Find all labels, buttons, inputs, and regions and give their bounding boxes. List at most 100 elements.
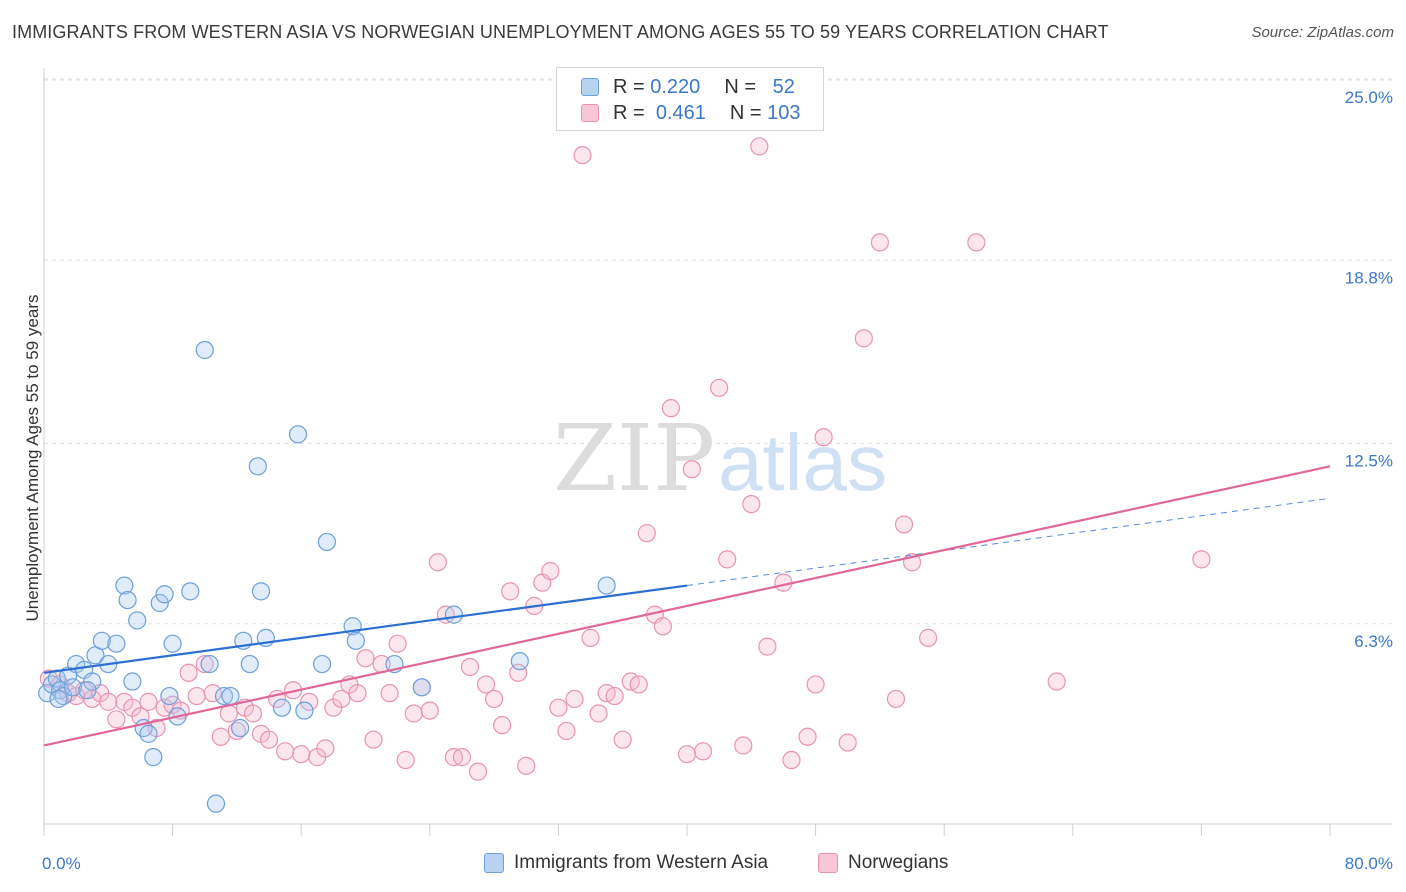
legend-r-value: 0.461: [655, 101, 706, 124]
trend-line-western-asia: [43, 584, 688, 674]
data-point-western-asia: [597, 576, 616, 595]
legend-n-label: N =: [724, 75, 756, 98]
data-point-norwegians: [798, 727, 817, 746]
data-point-norwegians: [476, 675, 496, 694]
data-point-norwegians: [493, 716, 512, 735]
data-point-western-asia: [248, 457, 267, 476]
trend-line-norwegians: [43, 465, 1331, 747]
data-point-norwegians: [838, 733, 857, 752]
data-point-norwegians: [396, 750, 415, 770]
data-point-norwegians: [557, 721, 576, 741]
legend-label-western-asia: Immigrants from Western Asia: [514, 852, 769, 873]
data-point-norwegians: [814, 428, 833, 447]
legend-swatch-pink: [818, 853, 838, 873]
legend-swatch-blue: [581, 78, 599, 96]
data-point-western-asia: [240, 654, 259, 674]
data-point-norwegians: [919, 628, 938, 647]
data-point-western-asia: [107, 634, 126, 653]
data-point-norwegians: [364, 730, 383, 749]
data-point-norwegians: [682, 460, 701, 479]
y-tick-label: 6.3%: [1354, 632, 1393, 651]
data-point-norwegians: [661, 399, 681, 418]
data-point-norwegians: [734, 736, 753, 755]
data-point-western-asia: [118, 590, 137, 610]
series-norwegians-points: [39, 137, 1211, 781]
data-point-western-asia: [128, 611, 147, 630]
data-point-western-asia: [346, 631, 365, 650]
data-point-norwegians: [300, 692, 319, 711]
data-point-western-asia: [412, 678, 431, 697]
legend-n-value: 103: [767, 101, 801, 124]
legend-r-value: 0.220: [650, 75, 701, 98]
data-point-western-asia: [144, 748, 163, 767]
data-point-western-asia: [206, 794, 226, 813]
data-point-norwegians: [356, 649, 375, 668]
legend-n-label: N =: [729, 101, 762, 124]
data-point-norwegians: [195, 654, 214, 674]
data-point-western-asia: [83, 672, 102, 691]
data-point-western-asia: [231, 718, 250, 738]
data-point-western-asia: [444, 605, 464, 624]
data-point-norwegians: [886, 689, 906, 709]
data-point-norwegians: [1192, 550, 1211, 569]
watermark-atlas: atlas: [718, 418, 887, 507]
legend-item-norwegians: Norwegians: [818, 852, 948, 874]
data-point-western-asia: [200, 654, 219, 674]
data-point-western-asia: [510, 652, 529, 671]
data-point-norwegians: [750, 137, 769, 156]
correlation-legend: R = 0.220 N = 52 R = 0.461 N = 103: [556, 67, 824, 131]
data-point-western-asia: [92, 631, 111, 650]
trend-lines: [43, 465, 1331, 747]
data-point-norwegians: [243, 704, 263, 723]
data-point-norwegians: [452, 748, 472, 767]
data-point-norwegians: [203, 684, 222, 703]
legend-label-norwegians: Norwegians: [848, 852, 949, 873]
data-point-norwegians: [541, 561, 560, 581]
data-point-norwegians: [139, 692, 158, 711]
data-point-norwegians: [420, 701, 439, 720]
watermark-zip: ZIP: [553, 405, 715, 512]
data-point-norwegians: [637, 524, 656, 543]
data-point-norwegians: [870, 233, 890, 252]
data-point-western-asia: [317, 532, 337, 552]
data-point-norwegians: [517, 756, 536, 775]
legend-r-label: R =: [613, 75, 645, 98]
data-point-norwegians: [782, 750, 801, 770]
data-point-norwegians: [806, 675, 825, 694]
data-point-western-asia: [123, 672, 142, 691]
data-point-norwegians: [605, 686, 624, 706]
data-point-western-asia: [214, 686, 234, 706]
data-point-western-asia: [139, 724, 158, 743]
data-point-norwegians: [468, 762, 488, 781]
data-point-western-asia: [195, 340, 214, 360]
data-point-norwegians: [187, 686, 206, 706]
data-point-norwegians: [613, 730, 632, 749]
data-point-norwegians: [404, 704, 423, 723]
data-point-western-asia: [78, 681, 97, 700]
series-legend: Immigrants from Western Asia Norwegians: [0, 852, 1406, 878]
tick-labels: 6.3% 12.5% 18.8% 25.0% 0.0% 80.0%: [42, 88, 1393, 873]
chart-title: IMMIGRANTS FROM WESTERN ASIA VS NORWEGIA…: [12, 22, 1109, 42]
data-point-norwegians: [573, 146, 592, 165]
data-point-western-asia: [49, 689, 68, 709]
data-point-norwegians: [677, 745, 697, 764]
data-point-norwegians: [718, 550, 737, 569]
source-credit: Source: ZipAtlas.com: [1251, 24, 1394, 41]
trend-line-western-asia-extension: [686, 497, 1331, 587]
data-point-norwegians: [549, 698, 568, 717]
y-tick-label: 25.0%: [1345, 88, 1393, 107]
data-point-norwegians: [380, 684, 399, 703]
data-point-norwegians: [565, 689, 584, 709]
data-point-norwegians: [581, 628, 600, 647]
data-point-norwegians: [501, 582, 520, 601]
data-point-norwegians: [485, 689, 504, 709]
data-point-western-asia: [160, 686, 179, 706]
data-point-western-asia: [181, 582, 200, 601]
data-point-western-asia: [150, 593, 169, 613]
data-point-norwegians: [693, 742, 713, 761]
data-point-western-asia: [63, 678, 83, 697]
y-tick-label: 12.5%: [1345, 452, 1393, 471]
data-point-norwegians: [967, 233, 986, 252]
legend-swatch-blue: [484, 853, 504, 873]
